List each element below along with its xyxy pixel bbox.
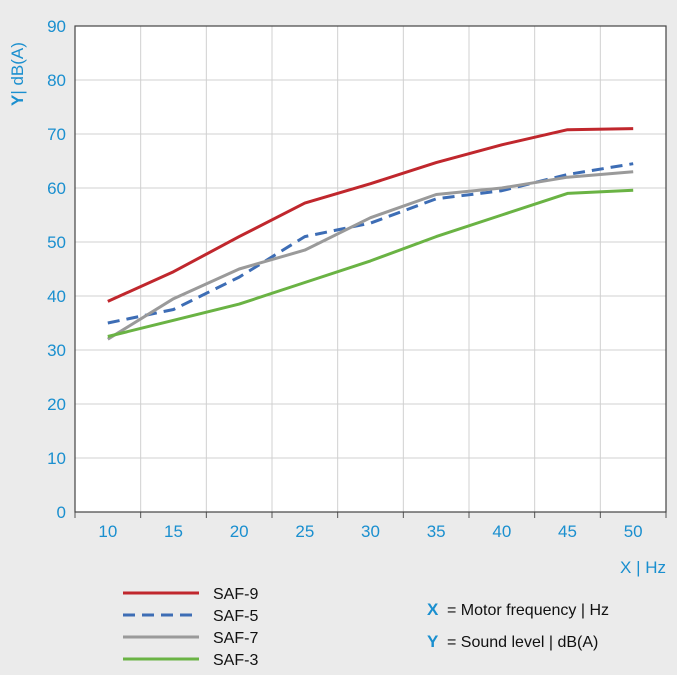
x-tick-label: 30: [361, 522, 380, 541]
legend-label: SAF-5: [213, 608, 258, 625]
y-tick-label: 20: [47, 395, 66, 414]
x-tick-label: 40: [492, 522, 511, 541]
y-axis-label-key: Y: [8, 94, 27, 106]
series-line-saf-9: [107, 127, 634, 303]
y-tick-label: 70: [47, 125, 66, 144]
y-tick-label: 90: [47, 17, 66, 36]
x-tick-label: 50: [624, 522, 643, 541]
y-tick-label: 50: [47, 233, 66, 252]
y-tick-label: 40: [47, 287, 66, 306]
x-tick-label: 45: [558, 522, 577, 541]
y-tick-label: 10: [47, 449, 66, 468]
axis-desc-key: Y: [427, 632, 439, 651]
y-tick-label: 30: [47, 341, 66, 360]
y-tick-label: 80: [47, 71, 66, 90]
legend-label: SAF-7: [213, 630, 258, 647]
y-axis-label-unit: | dB(A): [8, 42, 27, 95]
x-tick-label: 35: [427, 522, 446, 541]
x-tick-label: 15: [164, 522, 183, 541]
series-line-saf-7: [107, 170, 634, 341]
axis-desc-key: X: [427, 600, 439, 619]
axis-desc-text: = Sound level | dB(A): [447, 634, 598, 651]
x-axis-label: X | Hz: [620, 558, 666, 577]
x-tick-label: 20: [230, 522, 249, 541]
legend-label: SAF-9: [213, 586, 258, 603]
y-axis-label: Y| dB(A): [8, 42, 27, 106]
y-tick-label: 60: [47, 179, 66, 198]
axis-desc-text: = Motor frequency | Hz: [447, 602, 609, 619]
plot-area: [75, 26, 666, 512]
x-tick-label: 25: [295, 522, 314, 541]
y-tick-label: 0: [57, 503, 66, 522]
x-tick-label: 10: [98, 522, 117, 541]
legend-label: SAF-3: [213, 652, 258, 669]
series-line-saf-3: [107, 188, 634, 338]
plot-frame: [74, 25, 667, 513]
